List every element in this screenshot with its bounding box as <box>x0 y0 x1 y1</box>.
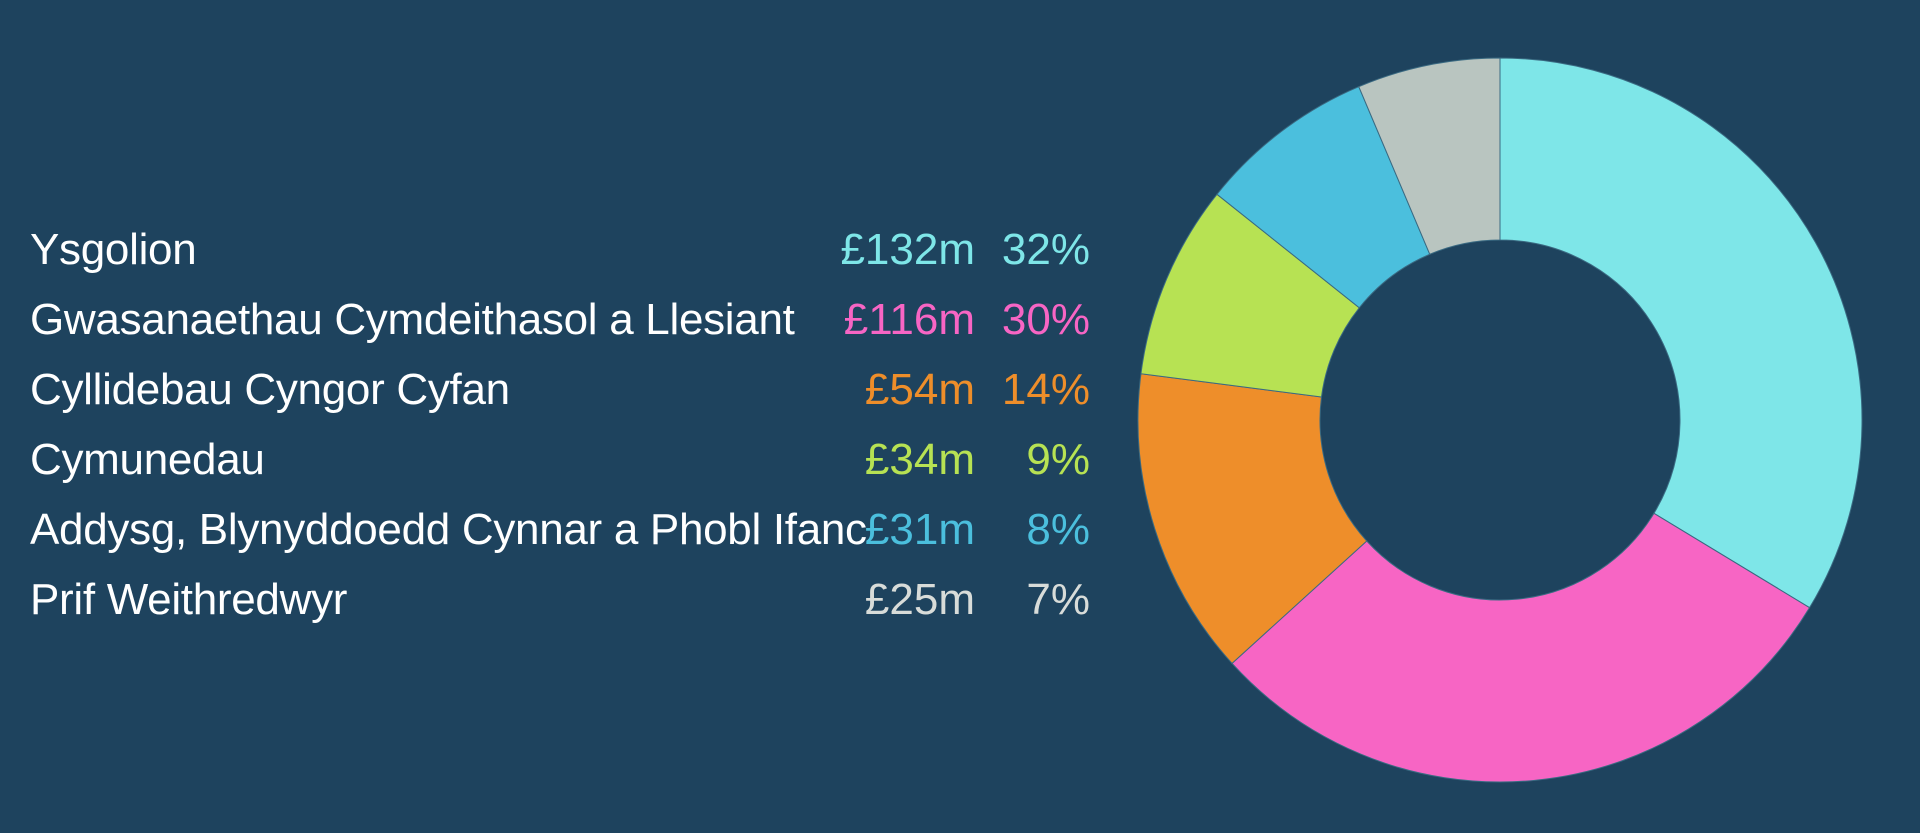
donut-slice <box>1231 512 1811 783</box>
legend-percent: 9% <box>1026 435 1090 484</box>
legend-row: Gwasanaethau Cymdeithasol a Llesiant £116… <box>30 283 1090 353</box>
legend-percent: 32% <box>1001 225 1090 274</box>
legend-label: Cymunedau <box>30 435 265 484</box>
donut-chart <box>1137 57 1863 783</box>
donut-slice <box>1137 373 1368 665</box>
chart-legend: Ysgolion £132m 32% Gwasanaethau Cymdeithaso… <box>30 213 1090 633</box>
legend-row: Prif Weithredwyr £25m 7% <box>30 563 1090 633</box>
legend-value: £25m <box>864 575 975 624</box>
legend-percent: 30% <box>1001 295 1090 344</box>
legend-row: Cyllidebau Cyngor Cyfan £54m 14% <box>30 353 1090 423</box>
legend-percent: 7% <box>1026 575 1090 624</box>
legend-percent: 8% <box>1026 505 1090 554</box>
donut-slice <box>1499 57 1863 609</box>
legend-value: £34m <box>864 435 975 484</box>
legend-value: £116m <box>843 295 975 344</box>
legend-label: Gwasanaethau Cymdeithasol a Llesiant <box>30 295 795 344</box>
legend-label: Prif Weithredwyr <box>30 575 348 624</box>
legend-row: Cymunedau £34m 9% <box>30 423 1090 493</box>
legend-percent: 14% <box>1001 365 1090 414</box>
legend-label: Cyllidebau Cyngor Cyfan <box>30 365 510 414</box>
legend-row: Addysg, Blynyddoedd Cynnar a Phobl Ifanc… <box>30 493 1090 563</box>
legend-value: £132m <box>840 225 975 274</box>
legend-label: Addysg, Blynyddoedd Cynnar a Phobl Ifanc <box>30 505 867 554</box>
legend-label: Ysgolion <box>30 225 197 274</box>
legend-row: Ysgolion £132m 32% <box>30 213 1090 283</box>
legend-value: £54m <box>864 365 975 414</box>
legend-value: £31m <box>864 505 975 554</box>
donut-slice <box>1358 57 1501 255</box>
